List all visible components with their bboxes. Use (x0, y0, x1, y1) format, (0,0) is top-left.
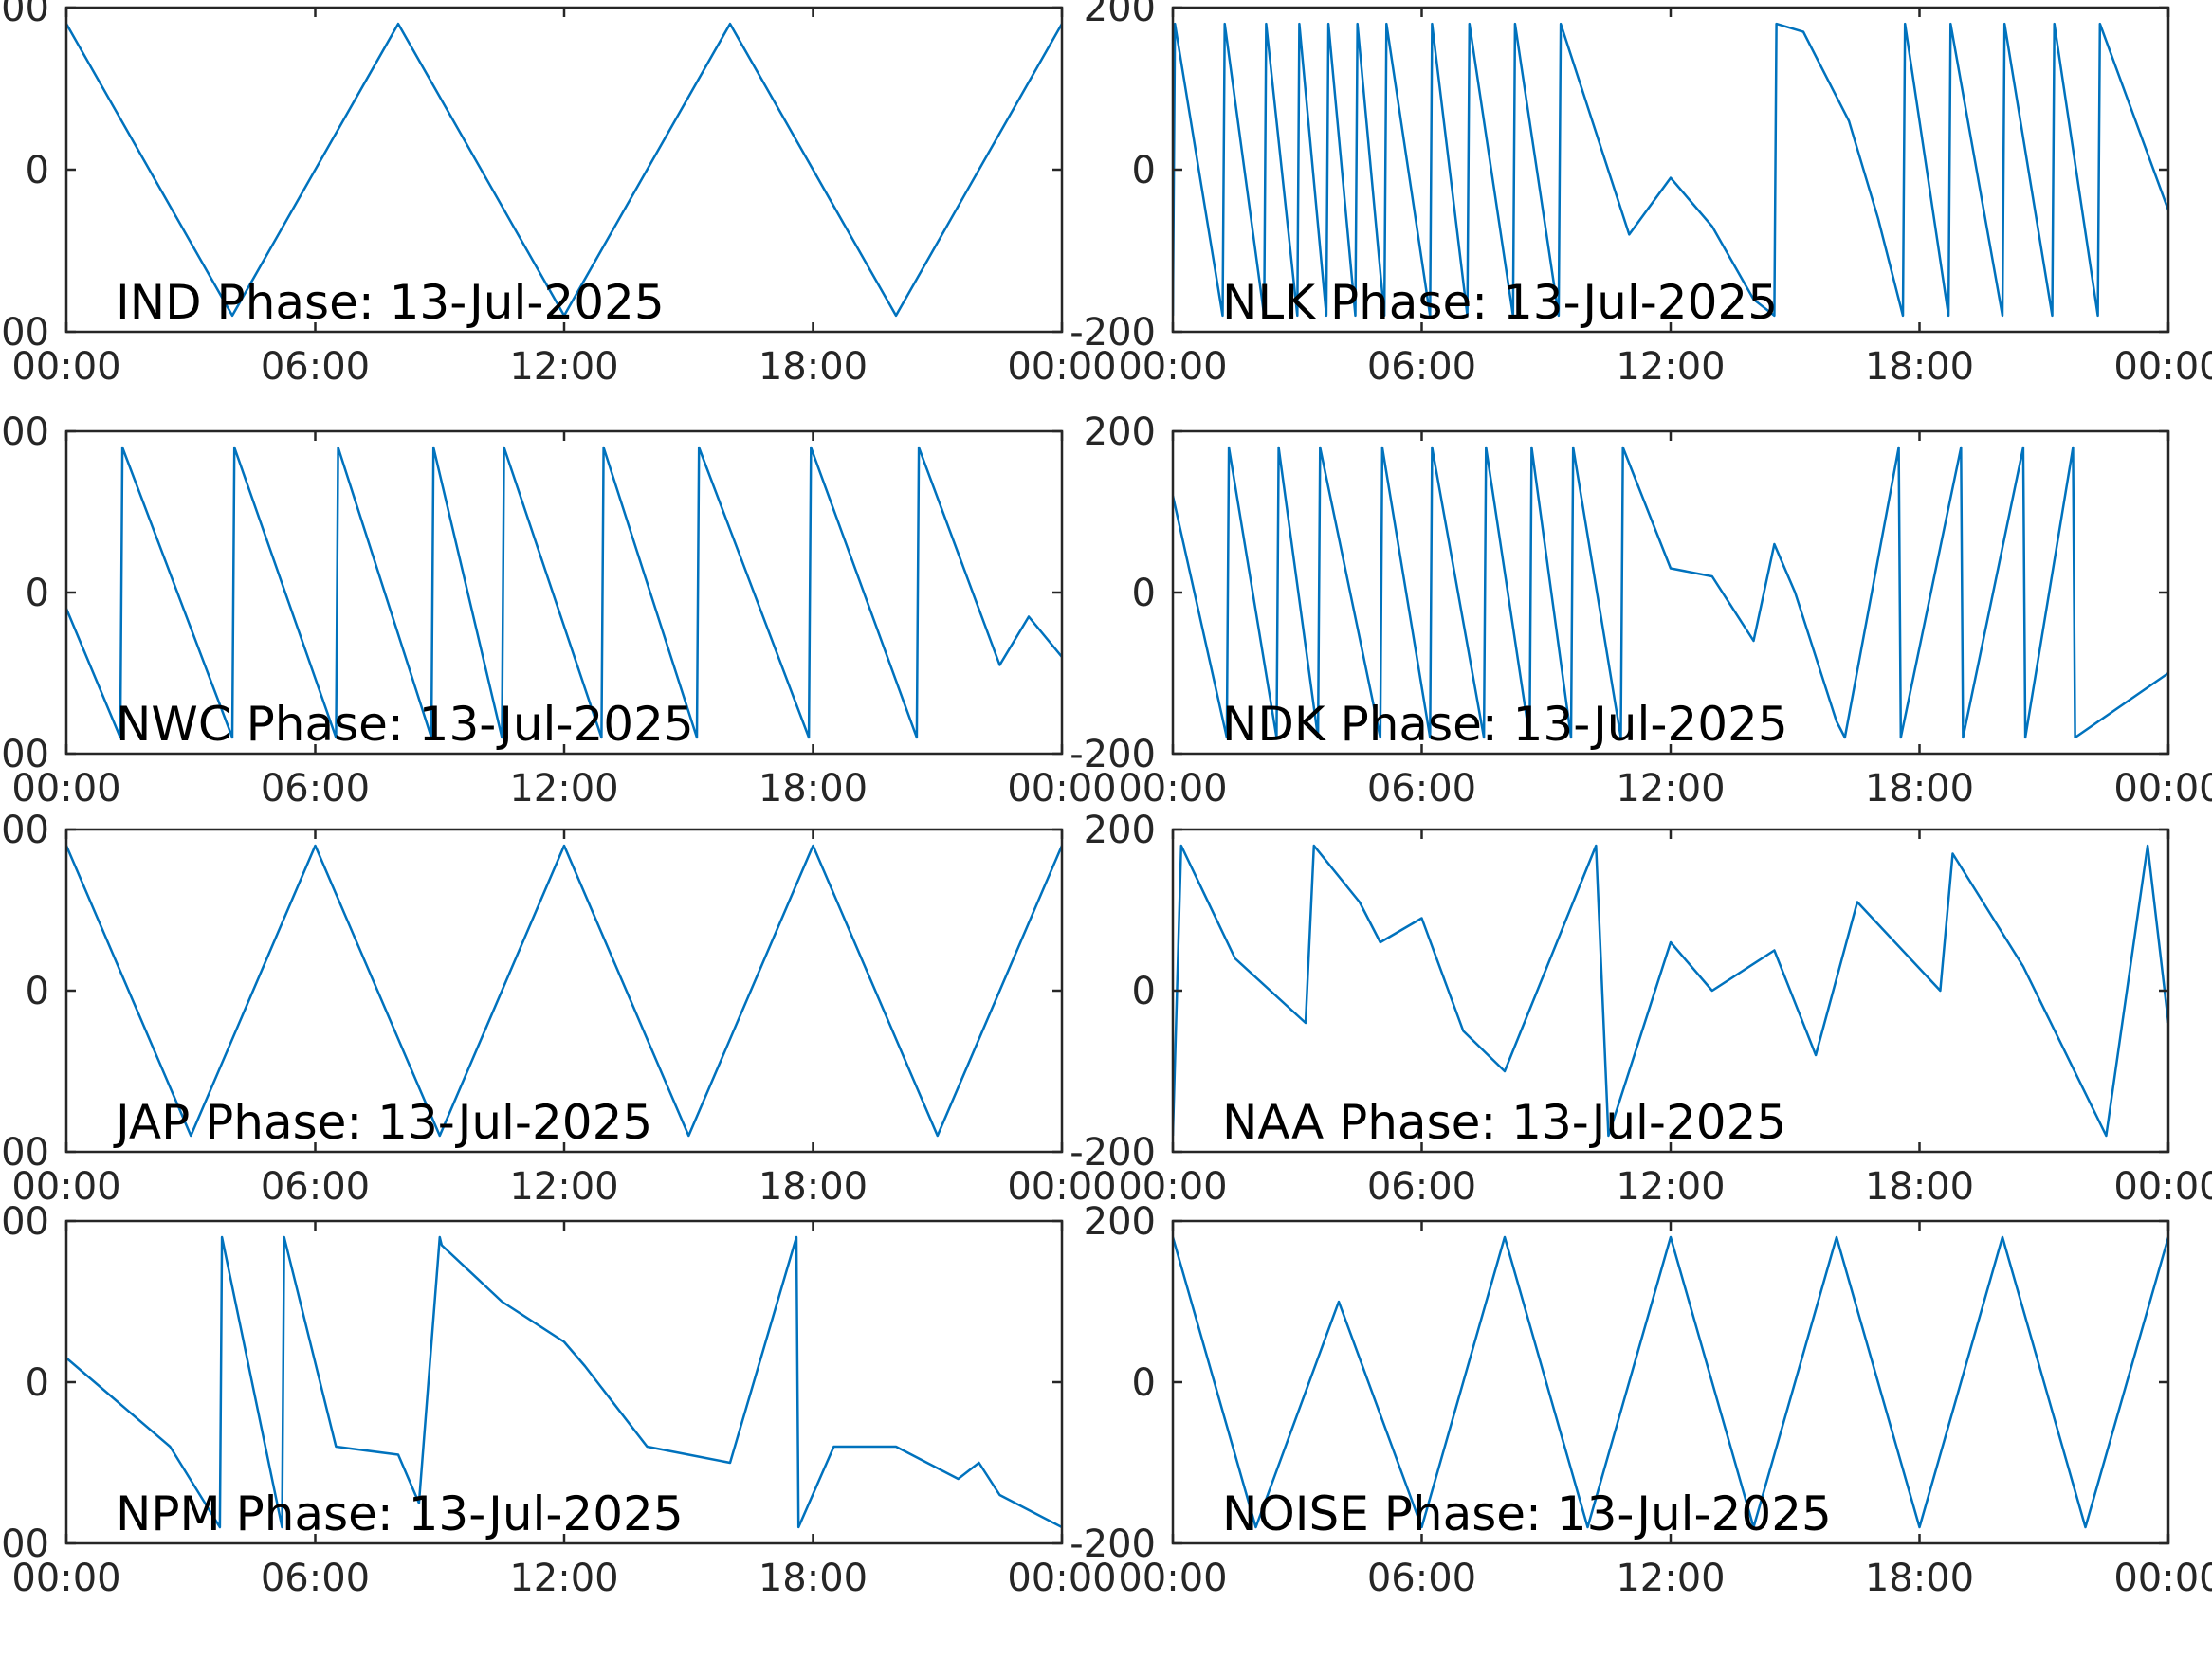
noise-x-tick-label: 12:00 (1616, 1557, 1725, 1600)
nlk-x-tick-label: 18:00 (1865, 345, 1974, 389)
jap-y-tick-label: -200 (0, 1131, 49, 1175)
naa-y-tick-label: 0 (1132, 970, 1156, 1013)
npm-x-tick-label: 00:00 (11, 1557, 120, 1600)
jap-x-tick-label: 12:00 (509, 1165, 618, 1209)
nlk-x-tick-label: 12:00 (1616, 345, 1725, 389)
nlk-panel-title: NLK Phase: 13-Jul-2025 (1222, 275, 1778, 330)
nwc-y-tick-label: 200 (0, 410, 49, 454)
nlk-phase-line (1173, 22, 2168, 318)
noise-phase-line (1173, 1235, 2168, 1529)
ndk-x-tick-label: 06:00 (1367, 767, 1476, 811)
noise-y-tick-label: 200 (1084, 1200, 1156, 1244)
ind-x-tick-label: 00:00 (1007, 345, 1116, 389)
noise-x-tick-label: 18:00 (1865, 1557, 1974, 1600)
npm-y-tick-label: 200 (0, 1200, 49, 1244)
noise-x-tick-label: 06:00 (1367, 1557, 1476, 1600)
jap-x-tick-label: 00:00 (11, 1165, 120, 1209)
ind-y-tick-label: 0 (26, 149, 49, 192)
nwc-panel-title: NWC Phase: 13-Jul-2025 (116, 697, 694, 752)
nwc-phase-line (66, 446, 1062, 739)
nlk-y-tick-label: 0 (1132, 149, 1156, 192)
ind-x-tick-label: 18:00 (759, 345, 868, 389)
nlk-y-tick-label: -200 (1069, 311, 1156, 355)
naa-x-tick-label: 00:00 (2113, 1165, 2212, 1209)
naa-y-tick-label: 200 (1084, 809, 1156, 852)
ndk-phase-line (1173, 446, 2168, 739)
npm-x-tick-label: 18:00 (759, 1557, 868, 1600)
nwc-x-tick-label: 00:00 (11, 767, 120, 811)
noise-panel-title: NOISE Phase: 13-Jul-2025 (1222, 1486, 1832, 1541)
ndk-x-tick-label: 18:00 (1865, 767, 1974, 811)
ind-phase-line (66, 22, 1062, 318)
naa-x-tick-label: 06:00 (1367, 1165, 1476, 1209)
ndk-y-tick-label: 200 (1084, 410, 1156, 454)
ind-y-tick-label: 200 (0, 0, 49, 30)
naa-x-tick-label: 00:00 (1118, 1165, 1227, 1209)
noise-x-tick-label: 00:00 (2113, 1557, 2212, 1600)
noise-x-tick-label: 00:00 (1118, 1557, 1227, 1600)
ind-x-tick-label: 00:00 (11, 345, 120, 389)
npm-phase-line (66, 1235, 1062, 1529)
naa-x-tick-label: 18:00 (1865, 1165, 1974, 1209)
npm-x-tick-label: 12:00 (509, 1557, 618, 1600)
ind-y-tick-label: -200 (0, 311, 49, 355)
jap-x-tick-label: 00:00 (1007, 1165, 1116, 1209)
npm-panel-title: NPM Phase: 13-Jul-2025 (116, 1486, 684, 1541)
ind-x-tick-label: 12:00 (509, 345, 618, 389)
noise-y-tick-label: -200 (1069, 1522, 1156, 1566)
npm-x-tick-label: 06:00 (261, 1557, 370, 1600)
ndk-y-tick-label: 0 (1132, 572, 1156, 615)
nwc-y-tick-label: -200 (0, 733, 49, 776)
jap-x-tick-label: 06:00 (261, 1165, 370, 1209)
jap-y-tick-label: 0 (26, 970, 49, 1013)
nlk-x-tick-label: 06:00 (1367, 345, 1476, 389)
ndk-panel-title: NDK Phase: 13-Jul-2025 (1222, 697, 1788, 752)
jap-x-tick-label: 18:00 (759, 1165, 868, 1209)
ndk-x-tick-label: 00:00 (1118, 767, 1227, 811)
nwc-y-tick-label: 0 (26, 572, 49, 615)
naa-panel-title: NAA Phase: 13-Jul-2025 (1222, 1095, 1786, 1150)
ndk-x-tick-label: 12:00 (1616, 767, 1725, 811)
npm-x-tick-label: 00:00 (1007, 1557, 1116, 1600)
noise-y-tick-label: 0 (1132, 1361, 1156, 1405)
naa-phase-line (1173, 844, 2168, 1138)
jap-phase-line (66, 844, 1062, 1138)
jap-y-tick-label: 200 (0, 809, 49, 852)
naa-y-tick-label: -200 (1069, 1131, 1156, 1175)
ind-panel-title: IND Phase: 13-Jul-2025 (116, 275, 665, 330)
nlk-x-tick-label: 00:00 (1118, 345, 1227, 389)
ind-x-tick-label: 06:00 (261, 345, 370, 389)
npm-y-tick-label: 0 (26, 1361, 49, 1405)
nwc-x-tick-label: 12:00 (509, 767, 618, 811)
nwc-x-tick-label: 00:00 (1007, 767, 1116, 811)
ndk-x-tick-label: 00:00 (2113, 767, 2212, 811)
ndk-y-tick-label: -200 (1069, 733, 1156, 776)
nwc-x-tick-label: 06:00 (261, 767, 370, 811)
naa-x-tick-label: 12:00 (1616, 1165, 1725, 1209)
jap-panel-title: JAP Phase: 13-Jul-2025 (113, 1095, 652, 1150)
nlk-x-tick-label: 00:00 (2113, 345, 2212, 389)
npm-y-tick-label: -200 (0, 1522, 49, 1566)
nwc-x-tick-label: 18:00 (759, 767, 868, 811)
nlk-y-tick-label: 200 (1084, 0, 1156, 30)
